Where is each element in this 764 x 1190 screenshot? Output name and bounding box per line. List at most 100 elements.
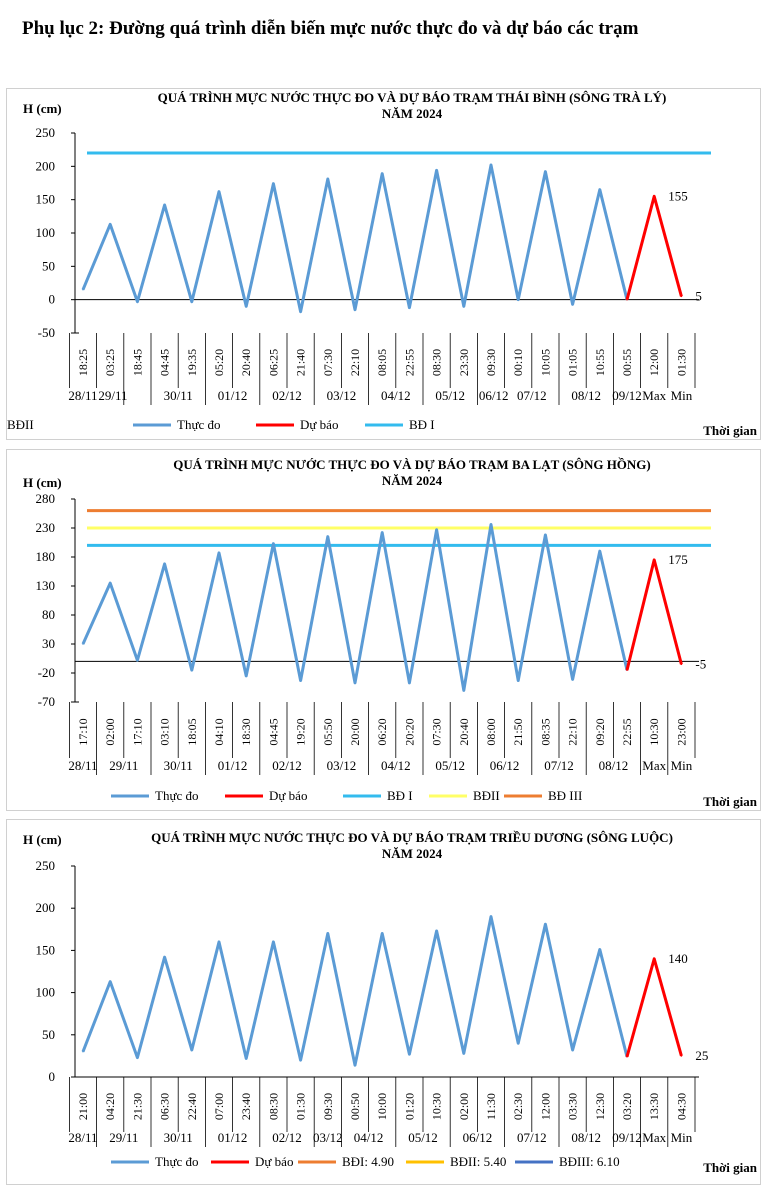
x-tick-label: 09:30: [321, 1093, 335, 1120]
forecast-point: [653, 958, 655, 960]
x-tick-label: 22:10: [348, 349, 362, 376]
x-tick-label: 05:50: [321, 718, 335, 745]
observed-point: [490, 915, 492, 918]
day-label: 04/12: [381, 758, 411, 773]
observed-point: [218, 552, 220, 554]
observed-point: [517, 298, 519, 301]
observed-point: [354, 682, 356, 684]
x-axis-title: Thời gian: [703, 794, 758, 809]
observed-point: [327, 535, 329, 538]
x-tick-label: 07:00: [212, 1093, 226, 1120]
legend-label: BĐ III: [548, 788, 582, 803]
day-label: 05/12: [408, 1130, 438, 1145]
observed-point: [599, 550, 601, 552]
day-label: 01/12: [218, 758, 248, 773]
data-label: 5: [695, 288, 702, 303]
data-label: 175: [668, 552, 688, 567]
x-tick-label: 08:00: [484, 718, 498, 745]
chart-title: QUÁ TRÌNH MỰC NƯỚC THỰC ĐO VÀ DỰ BÁO TRẠ…: [158, 90, 667, 105]
day-label: 03/12: [327, 388, 357, 403]
observed-point: [571, 303, 574, 306]
y-tick-label: 150: [36, 942, 56, 957]
observed-point: [354, 308, 356, 311]
observed-point: [408, 306, 411, 309]
series-forecast-line: [625, 957, 683, 1058]
y-tick-label: -50: [38, 325, 55, 340]
observed-point: [354, 1064, 356, 1066]
x-tick-label: 20:40: [457, 718, 471, 745]
y-tick-label: 0: [49, 1069, 56, 1084]
observed-point: [327, 932, 329, 935]
x-tick-label: 07:30: [430, 718, 444, 745]
observed-point: [109, 582, 111, 584]
x-tick-label: 18:45: [130, 349, 144, 376]
y-tick-label: 180: [36, 549, 56, 564]
chart-thai-binh: QUÁ TRÌNH MỰC NƯỚC THỰC ĐO VÀ DỰ BÁO TRẠ…: [6, 88, 761, 440]
x-tick-label: 10:00: [375, 1093, 389, 1120]
x-tick-label: 06:25: [266, 349, 280, 376]
observed-point: [490, 523, 492, 526]
day-label: 03/12: [327, 758, 357, 773]
forecast-point: [626, 669, 628, 671]
chart-subtitle: NĂM 2024: [382, 846, 443, 861]
y-tick-label: 250: [36, 125, 56, 140]
data-label: 25: [695, 1048, 708, 1063]
x-tick-label: 19:35: [185, 349, 199, 376]
x-tick-label: 10:55: [593, 349, 607, 376]
observed-point: [517, 679, 519, 682]
data-label: 155: [668, 188, 688, 203]
observed-point: [272, 182, 275, 185]
chart-ba-lat: QUÁ TRÌNH MỰC NƯỚC THỰC ĐO VÀ DỰ BÁO TRẠ…: [6, 449, 761, 811]
x-tick-label: 00:55: [620, 349, 634, 376]
x-tick-label: 22:10: [566, 718, 580, 745]
x-tick-label: 01:30: [294, 1093, 308, 1120]
y-tick-label: 50: [42, 1027, 55, 1042]
observed-point: [463, 305, 465, 308]
day-label: 03/12: [313, 1130, 343, 1145]
observed-point: [490, 164, 492, 166]
series-observed-line: [81, 523, 629, 692]
y-tick-label: 280: [36, 491, 56, 506]
day-label: 07/12: [517, 1130, 547, 1145]
day-label: 29/11: [109, 758, 138, 773]
legend-label: BĐII: [473, 788, 500, 803]
observed-point: [571, 678, 574, 681]
x-tick-label: 21:30: [130, 1093, 144, 1120]
legend-label: Thực đo: [155, 1154, 199, 1169]
x-tick-label: 08:30: [266, 1093, 280, 1120]
day-label: 29/11: [98, 388, 127, 403]
x-tick-label: 09:20: [593, 718, 607, 745]
data-label: 140: [668, 951, 688, 966]
observed-point: [435, 169, 438, 172]
x-tick-label: 03:30: [566, 1093, 580, 1120]
observed-point: [327, 178, 329, 180]
x-tick-label: 08:30: [430, 349, 444, 376]
x-tick-label: 04:45: [266, 718, 280, 745]
x-tick-label: 20:40: [239, 349, 253, 376]
y-tick-label: 80: [42, 607, 55, 622]
observed-point: [299, 310, 302, 313]
x-tick-label: 17:10: [130, 718, 144, 745]
day-label: 06/12: [490, 758, 520, 773]
chart-svg-trieu-duong: QUÁ TRÌNH MỰC NƯỚC THỰC ĐO VÀ DỰ BÁO TRẠ…: [23, 830, 758, 1175]
data-label: -5: [695, 656, 706, 671]
day-label: 07/12: [544, 758, 574, 773]
day-label: Min: [671, 758, 693, 773]
observed-point: [163, 563, 166, 565]
legend-label: Dự báo: [255, 1154, 293, 1169]
x-tick-label: 04:20: [103, 1093, 117, 1120]
legend-label: BĐ I: [387, 788, 413, 803]
observed-point: [245, 675, 247, 677]
x-tick-label: 00:50: [348, 1093, 362, 1120]
day-label: 02/12: [272, 758, 302, 773]
y-tick-label: 230: [36, 520, 56, 535]
series-forecast-line: [625, 194, 683, 301]
y-axis-label: H (cm): [23, 101, 62, 116]
x-tick-label: 11:30: [484, 1093, 498, 1120]
legend-label: Thực đo: [155, 788, 199, 803]
observed-point: [381, 932, 384, 935]
x-tick-label: 18:05: [185, 718, 199, 745]
observed-point: [82, 643, 84, 645]
series-observed-line: [81, 915, 629, 1067]
day-label: 29/11: [109, 1130, 138, 1145]
